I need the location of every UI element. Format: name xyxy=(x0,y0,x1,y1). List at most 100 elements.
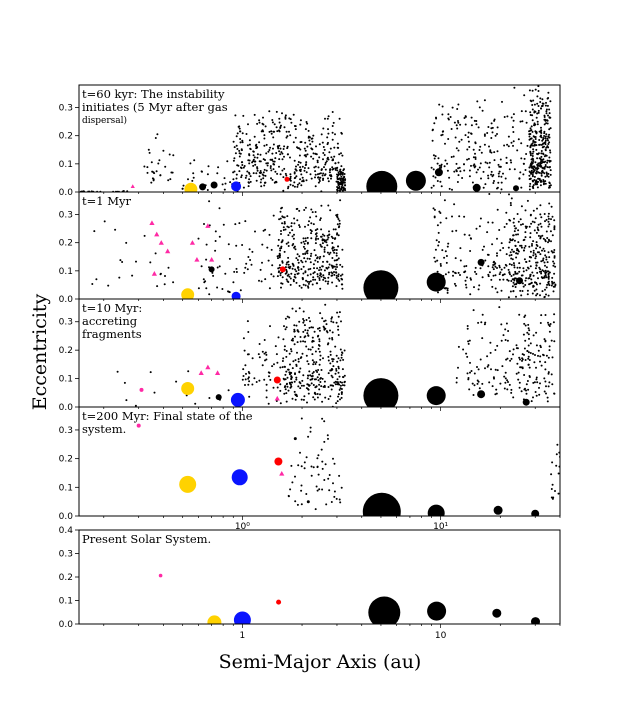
particle xyxy=(319,255,322,258)
particle xyxy=(545,286,548,289)
particle xyxy=(511,126,514,129)
particle xyxy=(321,417,324,420)
particle xyxy=(337,171,340,174)
particle xyxy=(278,117,281,120)
particle xyxy=(214,240,217,242)
particle xyxy=(496,126,499,129)
particle xyxy=(293,330,296,333)
particle xyxy=(327,355,330,358)
particle xyxy=(537,105,540,107)
particle xyxy=(488,145,490,148)
particle xyxy=(324,161,327,164)
particle xyxy=(510,280,513,282)
particle xyxy=(496,369,499,372)
planet-marker xyxy=(531,617,540,624)
particle xyxy=(464,283,467,286)
particle xyxy=(331,358,334,360)
particle xyxy=(319,312,322,315)
particle xyxy=(443,199,446,202)
particle xyxy=(536,157,539,160)
planet-marker xyxy=(181,288,195,299)
particle xyxy=(293,245,296,248)
particle xyxy=(498,306,501,309)
particle xyxy=(492,182,495,184)
particle xyxy=(544,104,547,107)
particle xyxy=(218,265,221,268)
particle xyxy=(246,170,249,173)
particle xyxy=(548,159,551,162)
particle xyxy=(261,350,264,353)
particle xyxy=(294,136,297,139)
planet-marker xyxy=(231,469,248,486)
particle xyxy=(533,289,536,292)
particle xyxy=(303,319,305,322)
particle xyxy=(524,231,527,234)
particle xyxy=(285,130,288,133)
particle xyxy=(322,158,324,161)
particle xyxy=(529,133,532,135)
particle xyxy=(323,148,326,151)
particle xyxy=(298,224,301,227)
particle xyxy=(535,394,538,397)
particle xyxy=(529,182,532,185)
particle xyxy=(301,379,304,382)
particle xyxy=(135,260,137,263)
particle xyxy=(303,154,306,157)
particle xyxy=(281,260,284,263)
particle xyxy=(333,248,336,251)
particle xyxy=(467,377,470,379)
particle xyxy=(307,167,310,170)
particle xyxy=(263,137,266,140)
particle xyxy=(272,386,275,389)
particle xyxy=(323,154,326,156)
particle xyxy=(241,141,244,144)
particle xyxy=(285,263,288,266)
panel-marks xyxy=(158,573,540,624)
particle xyxy=(247,181,250,184)
particle xyxy=(498,229,501,231)
particle xyxy=(334,383,337,386)
particle xyxy=(531,220,534,223)
particle xyxy=(520,142,523,145)
particle xyxy=(265,169,268,172)
planet-marker xyxy=(363,270,399,299)
particle xyxy=(454,136,457,139)
particle xyxy=(326,434,329,437)
particle xyxy=(532,249,535,252)
particle xyxy=(314,254,317,257)
particle xyxy=(437,231,440,234)
particle xyxy=(314,350,317,353)
particle xyxy=(261,364,264,367)
particle xyxy=(275,353,278,356)
particle xyxy=(287,185,290,188)
particle xyxy=(523,316,526,318)
particle xyxy=(303,467,306,470)
particle xyxy=(549,149,551,152)
particle xyxy=(235,244,238,247)
particle xyxy=(507,135,510,138)
particle xyxy=(526,293,529,296)
particle xyxy=(255,179,258,182)
particle xyxy=(281,158,284,161)
panel-marks xyxy=(136,417,560,516)
particle xyxy=(469,250,472,252)
particle xyxy=(524,279,527,282)
particle xyxy=(331,125,334,127)
particle xyxy=(311,346,314,349)
fragment-marker xyxy=(279,470,285,476)
particle xyxy=(508,241,511,244)
particle xyxy=(529,111,532,114)
particle xyxy=(321,460,324,463)
particle xyxy=(285,392,288,395)
particle xyxy=(337,393,340,396)
particle xyxy=(247,377,250,380)
particle xyxy=(488,161,491,164)
particle xyxy=(521,359,523,362)
particle xyxy=(307,129,310,132)
particle xyxy=(454,284,457,287)
particle xyxy=(312,134,315,137)
particle xyxy=(500,181,503,184)
particle xyxy=(280,241,283,244)
particle xyxy=(466,355,469,358)
particle xyxy=(463,117,466,119)
